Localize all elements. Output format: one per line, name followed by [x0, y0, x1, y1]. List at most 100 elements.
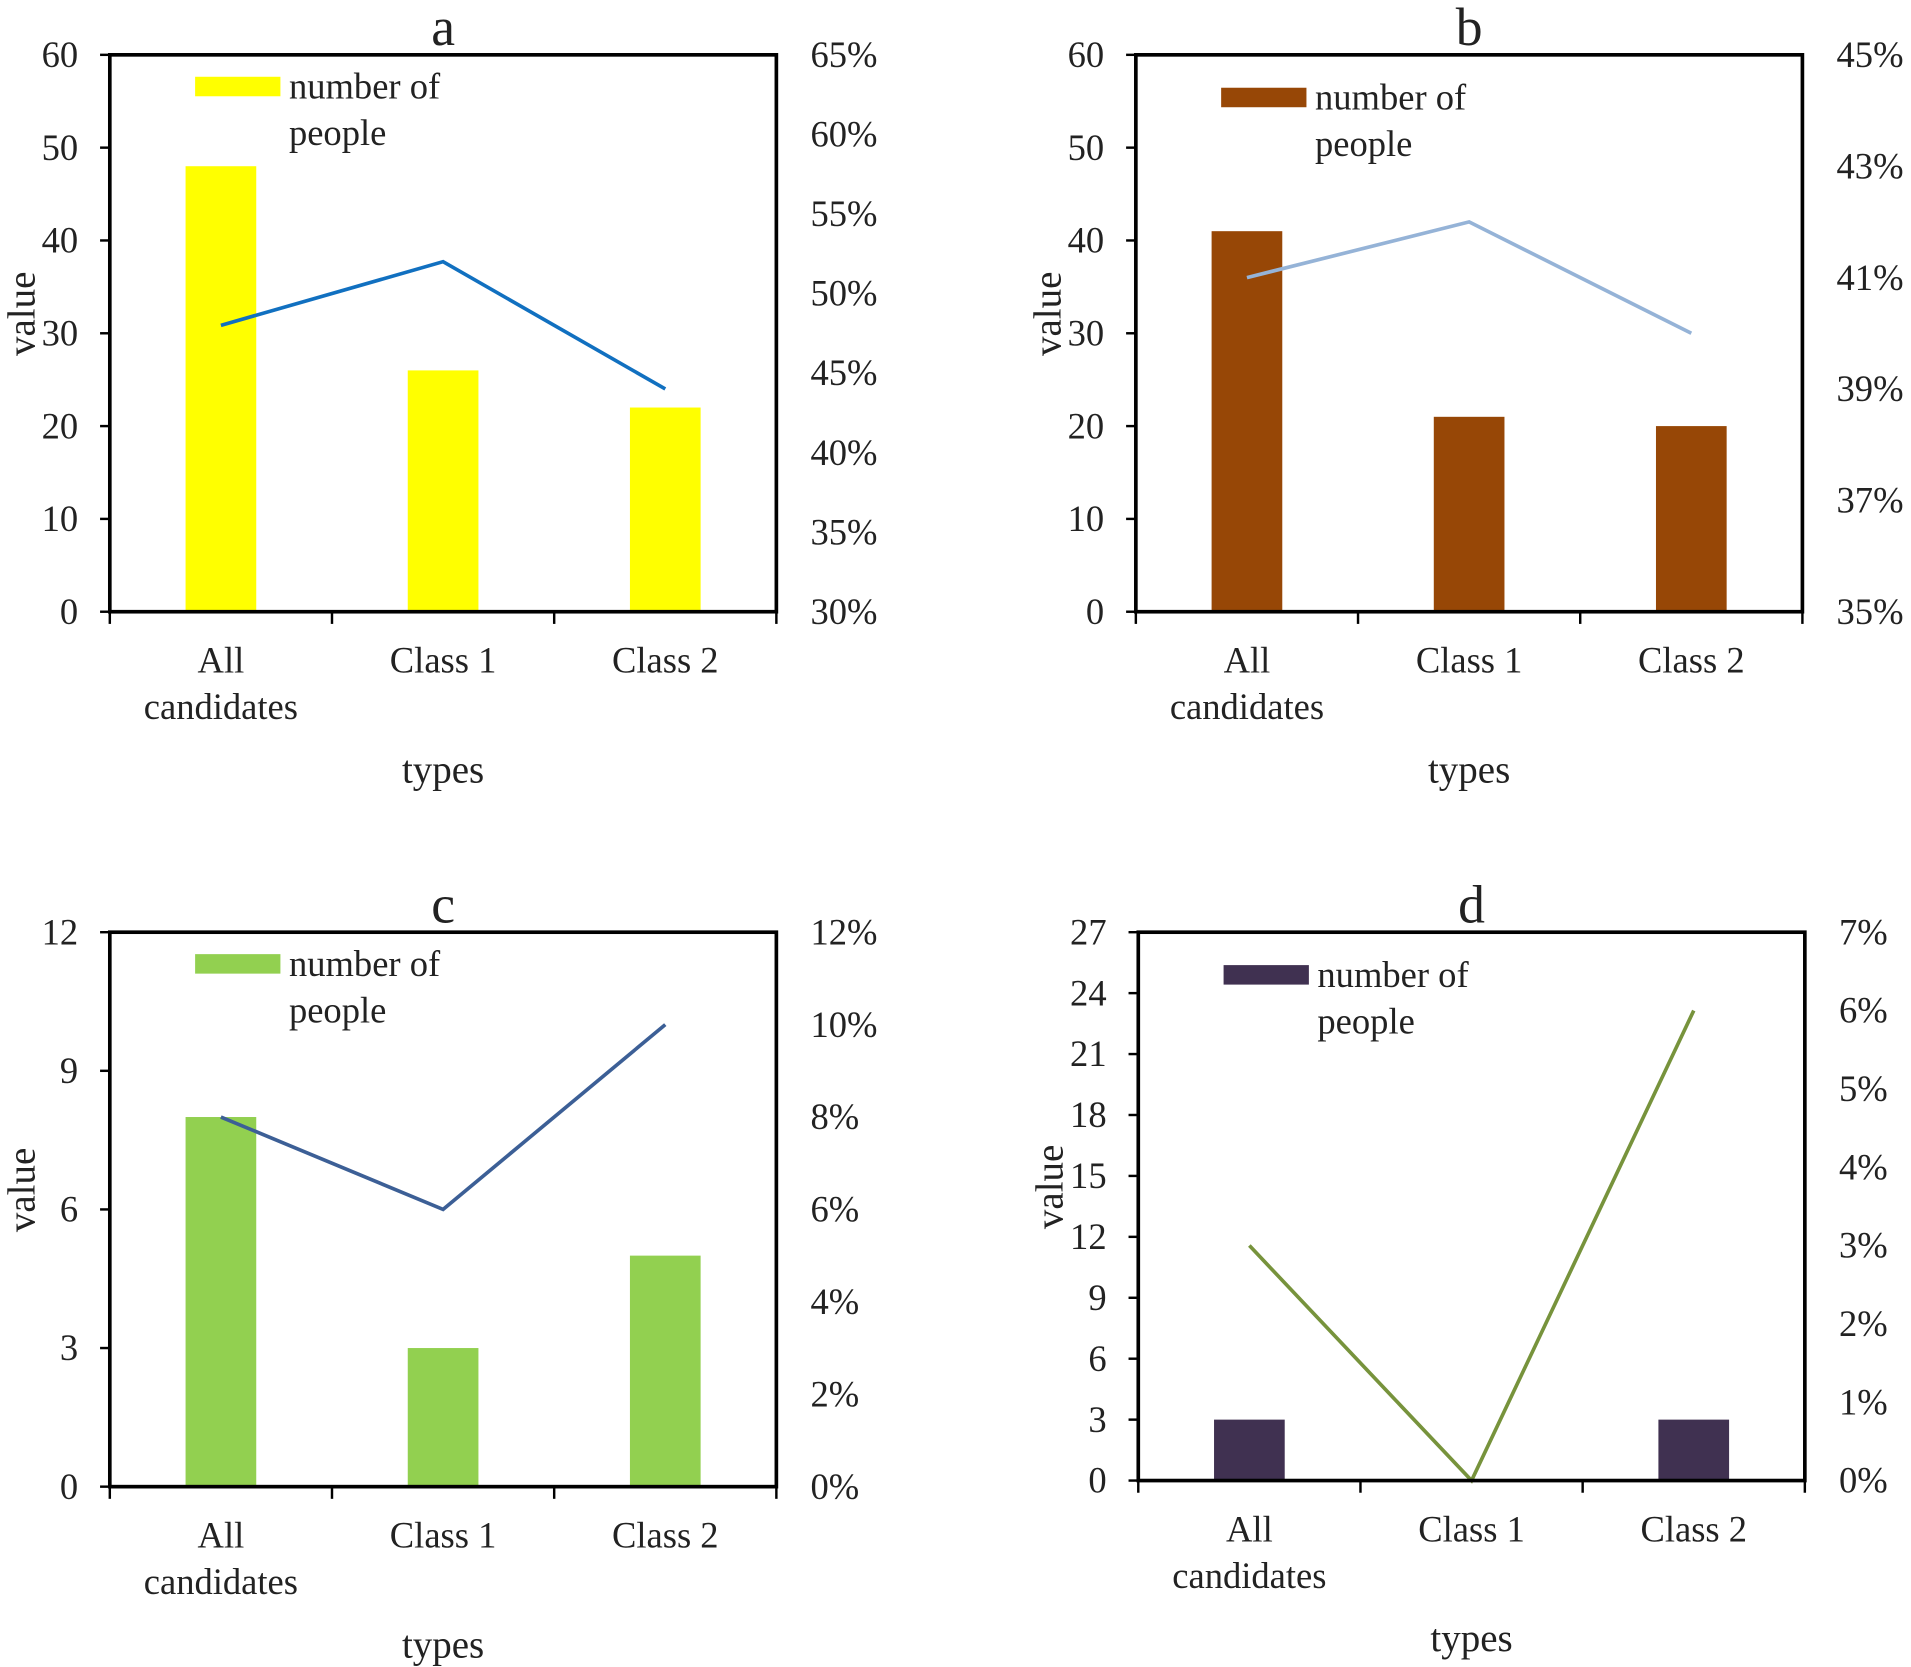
y2-tick-label: 6%	[1839, 990, 1888, 1031]
y-tick-label: 0	[60, 591, 78, 632]
line-series	[1248, 1009, 1696, 1484]
x-tick-label: All candidates	[1172, 1508, 1326, 1595]
y-axis-label: value	[1026, 272, 1069, 356]
y-tick-label: 20	[1068, 405, 1105, 446]
legend-label-line: number of	[289, 66, 441, 107]
y-tick-label: 24	[1070, 972, 1107, 1013]
y2-tick-label: 2%	[810, 1373, 859, 1414]
chart-panel-c: 0 3 6 9 12 0% 2% 4% 6% 8% 10% 12% All candidates Class…	[0, 874, 877, 1666]
legend-label-line: number of	[289, 943, 441, 984]
bar	[185, 1117, 257, 1487]
x-tick-label-line: All	[1224, 640, 1271, 681]
y-tick-label: 18	[1070, 1094, 1107, 1135]
y2-tick-label: 55%	[810, 193, 877, 234]
x-tick-label: Class 1	[390, 1515, 497, 1556]
bar	[629, 407, 701, 612]
y-tick-label: 10	[42, 498, 79, 539]
legend-label-line: number of	[1317, 954, 1469, 995]
chart-panel-d: 0 3 6 9 12 15 18 21 24 27 0% 1% 2% 3% 4% 5% 6% 7% All candi…	[1029, 874, 1888, 1660]
bar	[1655, 426, 1727, 612]
y-tick-label: 3	[60, 1327, 78, 1368]
chart-title: c	[431, 874, 455, 934]
legend-label: number of people	[1315, 77, 1467, 164]
chart-panel-b: 0 10 20 30 40 50 60 35% 37% 39% 41% 43% 45% All candid…	[1026, 0, 1903, 791]
y-tick-label: 3	[1088, 1399, 1106, 1440]
legend-label-line: people	[289, 112, 386, 153]
y2-tick-label: 1%	[1839, 1381, 1888, 1422]
y2-tick-label: 2%	[1839, 1303, 1888, 1344]
y2-tick-label: 8%	[810, 1096, 859, 1137]
x-tick-label: Class 2	[1640, 1508, 1747, 1549]
chart-title: a	[431, 0, 455, 57]
chart-title: b	[1456, 0, 1483, 57]
chart-title: d	[1458, 874, 1485, 934]
y-tick-label: 9	[60, 1050, 78, 1091]
y-tick-label: 30	[42, 312, 79, 353]
legend-label: number of people	[289, 943, 441, 1030]
x-tick-label: Class 1	[1416, 640, 1523, 681]
y-tick-label: 50	[1068, 127, 1105, 168]
legend-swatch	[1221, 87, 1307, 108]
y-tick-label: 0	[60, 1466, 78, 1507]
bar	[629, 1255, 701, 1487]
y2-tick-label: 37%	[1837, 480, 1904, 521]
y2-tick-label: 7%	[1839, 911, 1888, 952]
bar	[185, 166, 257, 612]
y-tick-label: 0	[1086, 591, 1104, 632]
x-tick-label: All candidates	[144, 1515, 298, 1602]
line-series	[1246, 219, 1693, 335]
y2-tick-label: 5%	[1839, 1068, 1888, 1109]
y2-tick-label: 30%	[810, 591, 877, 632]
x-tick-label: Class 2	[612, 640, 719, 681]
x-tick-label: Class 1	[390, 640, 497, 681]
y-tick-label: 12	[1070, 1216, 1107, 1257]
y-tick-label: 15	[1070, 1155, 1107, 1196]
y-tick-label: 60	[1068, 34, 1105, 75]
plot-frame	[1136, 930, 1807, 1483]
y-tick-label: 9	[1088, 1277, 1106, 1318]
legend-label-line: number of	[1315, 77, 1467, 118]
chart-panel-a: 0 10 20 30 40 50 60 30% 35% 40% 45% 50% 55% 60% 65% All…	[0, 0, 877, 791]
y2-tick-label: 6%	[810, 1189, 859, 1230]
y-axis-label: value	[0, 272, 43, 356]
y-tick-label: 40	[42, 220, 79, 261]
y-tick-label: 40	[1068, 220, 1105, 261]
y2-tick-label: 39%	[1837, 368, 1904, 409]
x-tick-label-line: All	[198, 1515, 245, 1556]
x-tick-label: Class 2	[1638, 640, 1745, 681]
y-tick-label: 30	[1068, 312, 1105, 353]
line-series	[220, 259, 667, 391]
x-tick-label-line: candidates	[1170, 686, 1324, 727]
legend-label-line: people	[1315, 123, 1412, 164]
x-tick-label-line: All	[1226, 1508, 1273, 1549]
y2-tick-label: 12%	[810, 911, 877, 952]
y-axis-label: value	[0, 1148, 43, 1232]
y-tick-label: 60	[42, 34, 79, 75]
x-tick-label: Class 1	[1418, 1508, 1525, 1549]
y2-tick-label: 4%	[1839, 1146, 1888, 1187]
y2-tick-label: 45%	[1837, 34, 1904, 75]
y2-tick-label: 41%	[1837, 257, 1904, 298]
bar	[407, 370, 479, 612]
y2-tick-label: 10%	[810, 1004, 877, 1045]
x-axis-label: types	[402, 1623, 484, 1666]
y2-tick-label: 0%	[1839, 1460, 1888, 1501]
y2-tick-label: 35%	[810, 511, 877, 552]
x-tick-label-line: candidates	[1172, 1555, 1326, 1596]
y2-tick-label: 45%	[810, 352, 877, 393]
x-tick-label-line: candidates	[144, 686, 298, 727]
y2-tick-label: 4%	[810, 1281, 859, 1322]
x-axis-label: types	[1428, 748, 1510, 791]
y2-tick-label: 35%	[1837, 591, 1904, 632]
line-series	[220, 1023, 667, 1212]
y2-tick-label: 43%	[1837, 145, 1904, 186]
y-tick-label: 6	[60, 1189, 78, 1230]
y-tick-label: 6	[1088, 1338, 1106, 1379]
y-tick-label: 12	[42, 911, 79, 952]
y-tick-label: 10	[1068, 498, 1105, 539]
bar	[1211, 231, 1283, 612]
bar	[1658, 1419, 1730, 1481]
x-axis-label: types	[1430, 1617, 1512, 1660]
y-tick-label: 20	[42, 405, 79, 446]
